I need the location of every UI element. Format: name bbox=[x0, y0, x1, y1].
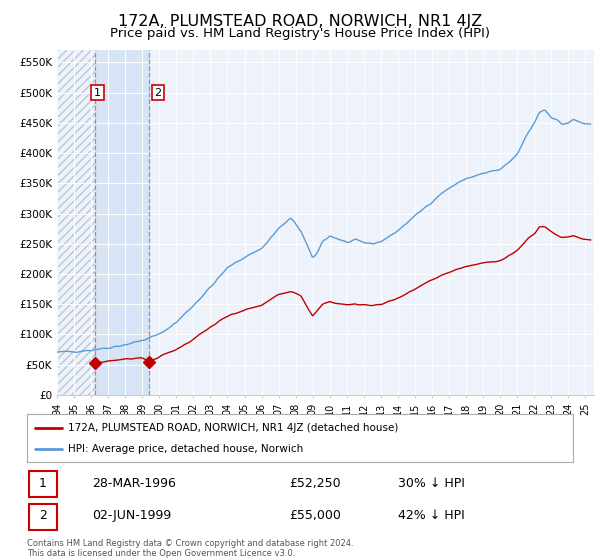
Text: Contains HM Land Registry data © Crown copyright and database right 2024.
This d: Contains HM Land Registry data © Crown c… bbox=[27, 539, 353, 558]
Text: 2: 2 bbox=[39, 510, 47, 522]
Text: 30% ↓ HPI: 30% ↓ HPI bbox=[398, 477, 465, 490]
FancyBboxPatch shape bbox=[29, 503, 57, 530]
Text: 172A, PLUMSTEAD ROAD, NORWICH, NR1 4JZ: 172A, PLUMSTEAD ROAD, NORWICH, NR1 4JZ bbox=[118, 14, 482, 29]
Text: 1: 1 bbox=[94, 88, 101, 97]
Text: 28-MAR-1996: 28-MAR-1996 bbox=[92, 477, 176, 490]
Text: 2: 2 bbox=[154, 88, 161, 97]
Text: 1: 1 bbox=[39, 477, 47, 490]
Text: HPI: Average price, detached house, Norwich: HPI: Average price, detached house, Norw… bbox=[68, 444, 303, 454]
Bar bbox=[95, 50, 149, 395]
Text: £55,000: £55,000 bbox=[289, 510, 341, 522]
FancyBboxPatch shape bbox=[29, 471, 57, 497]
Bar bbox=[57, 50, 95, 395]
Text: 42% ↓ HPI: 42% ↓ HPI bbox=[398, 510, 465, 522]
Text: £52,250: £52,250 bbox=[289, 477, 341, 490]
Text: 172A, PLUMSTEAD ROAD, NORWICH, NR1 4JZ (detached house): 172A, PLUMSTEAD ROAD, NORWICH, NR1 4JZ (… bbox=[68, 423, 398, 433]
Text: Price paid vs. HM Land Registry's House Price Index (HPI): Price paid vs. HM Land Registry's House … bbox=[110, 27, 490, 40]
Text: 02-JUN-1999: 02-JUN-1999 bbox=[92, 510, 172, 522]
